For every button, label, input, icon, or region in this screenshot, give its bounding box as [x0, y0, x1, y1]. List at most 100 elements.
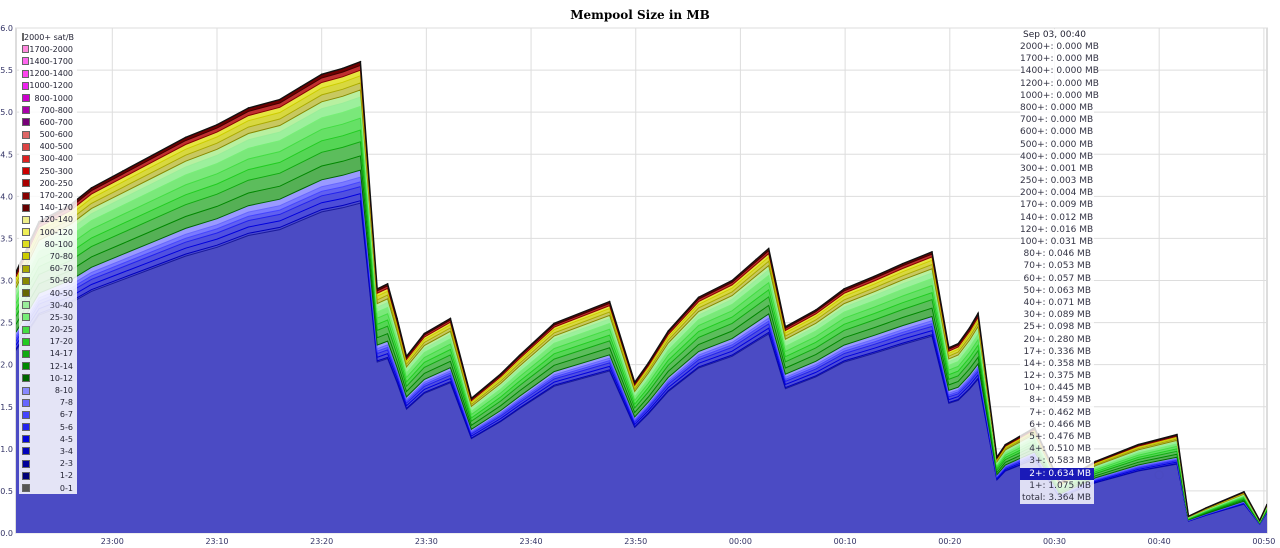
- legend-swatch: [22, 154, 30, 163]
- legend-swatch: [22, 374, 30, 383]
- legend-item[interactable]: 1200-1400: [19, 68, 77, 80]
- legend-swatch: [22, 142, 30, 151]
- legend-label: 1700-2000: [29, 44, 73, 54]
- total-point: [320, 73, 323, 76]
- x-tick-label: 00:40: [1148, 537, 1171, 546]
- legend-item[interactable]: 1400-1700: [19, 55, 77, 67]
- legend-item[interactable]: 80-100: [19, 238, 77, 250]
- legend-label: 100-120: [39, 227, 73, 237]
- tooltip-row: 6+: 0.466 MB: [1020, 419, 1094, 431]
- legend-label: 200-250: [39, 178, 73, 188]
- legend-item[interactable]: 400-500: [19, 141, 77, 153]
- legend-item[interactable]: 17-20: [19, 336, 77, 348]
- tooltip-row: 5+: 0.476 MB: [1020, 431, 1094, 443]
- tooltip-row-label: 6+:: [1029, 419, 1046, 430]
- tooltip-row-label: 200+:: [1020, 188, 1048, 199]
- legend-item[interactable]: 20-25: [19, 324, 77, 336]
- legend-item[interactable]: 5-6: [19, 421, 77, 433]
- tooltip-row-value: 0.016 MB: [1047, 224, 1094, 235]
- legend-item[interactable]: 800-1000: [19, 92, 77, 104]
- tooltip-row-label: 10+:: [1023, 383, 1046, 394]
- total-point: [1205, 506, 1208, 509]
- legend-label: 1400-1700: [29, 56, 73, 66]
- legend-item[interactable]: 300-400: [19, 153, 77, 165]
- tooltip-row-value: 0.031 MB: [1047, 237, 1094, 247]
- legend-item[interactable]: 4-5: [19, 433, 77, 445]
- legend-swatch: [22, 215, 30, 224]
- legend-item[interactable]: 1000-1200: [19, 80, 77, 92]
- legend-item[interactable]: 1700-2000: [19, 43, 77, 55]
- total-point: [449, 317, 452, 320]
- legend-item[interactable]: 170-200: [19, 189, 77, 201]
- y-tick-label: 2.0: [0, 361, 13, 370]
- y-axis: 0.0 0.5 1.0 1.5 2.0 2.5 3.0 3.5 4.0 4.5 5.0 5.5 6.0: [0, 24, 13, 538]
- legend-item[interactable]: 8-10: [19, 384, 77, 396]
- tooltip-row-value: 0.000 MB: [1047, 151, 1094, 162]
- total-point: [968, 326, 971, 329]
- legend-item[interactable]: 2-3: [19, 458, 77, 470]
- tooltip-row-label: 60+:: [1023, 273, 1046, 284]
- legend-item[interactable]: 100-120: [19, 226, 77, 238]
- tooltip-row-value: 0.000 MB: [1047, 127, 1094, 138]
- legend-item[interactable]: 120-140: [19, 214, 77, 226]
- total-point: [1094, 460, 1097, 463]
- legend-item[interactable]: 200-250: [19, 177, 77, 189]
- legend-swatch: [22, 81, 30, 90]
- total-point: [153, 153, 155, 156]
- legend-item[interactable]: 40-50: [19, 287, 77, 299]
- legend-item[interactable]: 12-14: [19, 360, 77, 372]
- fee-band-area: [16, 203, 1267, 533]
- legend-swatch: [22, 57, 30, 66]
- legend-item[interactable]: 700-800: [19, 104, 77, 116]
- legend-item[interactable]: 70-80: [19, 250, 77, 262]
- total-point: [731, 279, 733, 282]
- legend-item[interactable]: 1-2: [19, 470, 77, 482]
- legend-swatch: [22, 362, 30, 371]
- tooltip-row: 50+: 0.063 MB: [1020, 285, 1094, 297]
- total-point: [359, 60, 362, 63]
- tooltip-row-label: 80+:: [1023, 249, 1046, 260]
- y-tick-label: 4.5: [0, 150, 13, 159]
- legend-swatch: [22, 130, 30, 139]
- legend-item[interactable]: 25-30: [19, 311, 77, 323]
- x-tick-label: 00:00: [729, 537, 752, 546]
- tooltip-row-label: 1+:: [1029, 480, 1046, 491]
- tooltip-row-label: 120+:: [1020, 224, 1048, 235]
- legend-item[interactable]: 600-700: [19, 116, 77, 128]
- legend-swatch: [22, 106, 30, 115]
- legend-item[interactable]: 10-12: [19, 372, 77, 384]
- legend-swatch: [22, 410, 30, 419]
- tooltip-row-label: 300+:: [1020, 163, 1048, 174]
- fee-legend: 2000+ sat/B 1700-2000 1400-1700 1200-1400 10…: [19, 31, 77, 495]
- legend-item[interactable]: 14-17: [19, 348, 77, 360]
- total-point: [633, 381, 636, 384]
- legend-item[interactable]: 50-60: [19, 275, 77, 287]
- legend-item[interactable]: 60-70: [19, 263, 77, 275]
- hover-marker: [1154, 470, 1164, 480]
- tooltip-row: 4+: 0.510 MB: [1020, 443, 1094, 455]
- tooltip-row-value: 0.012 MB: [1047, 212, 1094, 223]
- tooltip-row: 12+: 0.375 MB: [1020, 370, 1094, 382]
- total-point: [553, 322, 555, 325]
- tooltip-row-value: 0.583 MB: [1045, 456, 1091, 467]
- legend-item[interactable]: 3-4: [19, 445, 77, 457]
- x-tick-label: 00:50: [1252, 537, 1275, 546]
- legend-swatch: [22, 301, 30, 310]
- tooltip-row: 60+: 0.057 MB: [1020, 273, 1094, 285]
- tooltip-row: 2000+: 0.000 MB: [1020, 41, 1099, 53]
- tooltip-row-value: 0.476 MB: [1045, 432, 1091, 442]
- legend-item[interactable]: 2000+ sat/B: [19, 31, 77, 43]
- legend-swatch: [22, 228, 30, 237]
- y-tick-label: 5.0: [0, 108, 13, 117]
- legend-item[interactable]: 0-1: [19, 482, 77, 494]
- tooltip-row-value: 0.445 MB: [1045, 383, 1091, 394]
- legend-item[interactable]: 6-7: [19, 409, 77, 421]
- legend-label: 8-10: [54, 386, 73, 396]
- legend-item[interactable]: 250-300: [19, 165, 77, 177]
- tooltip-row-label: 170+:: [1020, 200, 1048, 211]
- legend-item[interactable]: 7-8: [19, 397, 77, 409]
- legend-item[interactable]: 30-40: [19, 299, 77, 311]
- legend-item[interactable]: 500-600: [19, 129, 77, 141]
- legend-swatch: [22, 240, 30, 249]
- legend-item[interactable]: 140-170: [19, 202, 77, 214]
